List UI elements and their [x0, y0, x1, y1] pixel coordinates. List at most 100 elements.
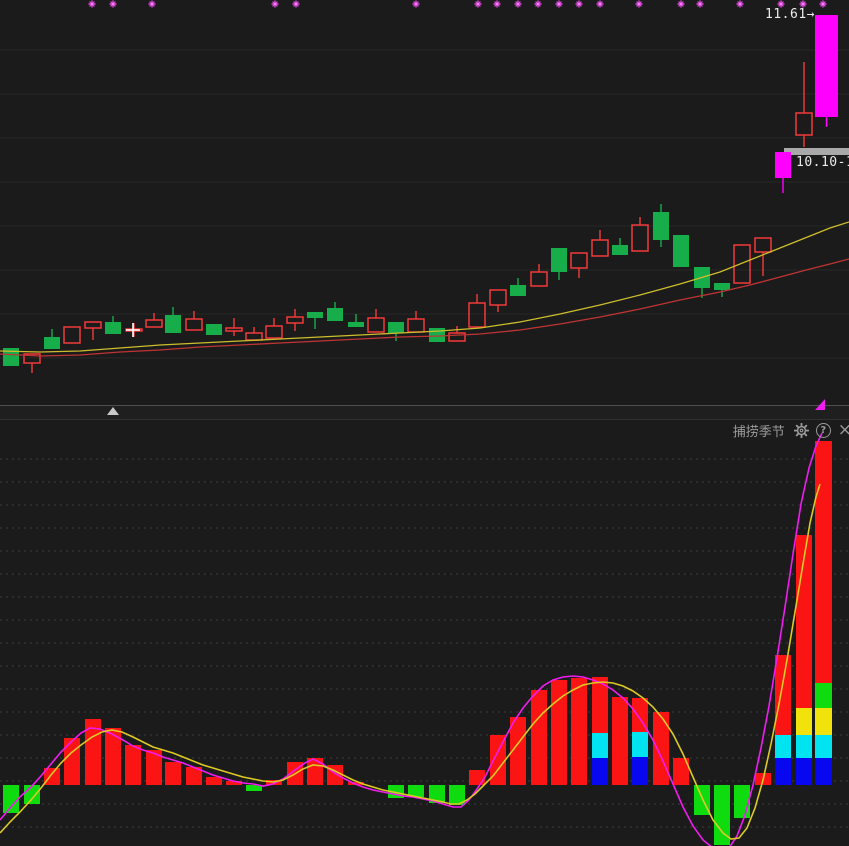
ma-fast-line — [0, 221, 849, 353]
indicator-bar-red — [510, 717, 526, 785]
indicator-bar-blue — [592, 758, 608, 785]
candle-up — [367, 317, 385, 333]
limit-up-star-core — [495, 2, 499, 6]
indicator-slow-line — [0, 483, 821, 840]
indicator-bar-red — [815, 441, 832, 683]
indicator-bar-blue — [815, 758, 832, 785]
limit-up-star-core — [90, 2, 94, 6]
panel-divider — [0, 405, 849, 419]
limit-up-star-core — [294, 2, 298, 6]
indicator-bar-green — [714, 785, 730, 845]
limit-up-star-core — [516, 2, 520, 6]
candle-up — [591, 239, 609, 257]
candle-up — [265, 325, 283, 339]
indicator-bar-green — [3, 785, 19, 813]
indicator-bar-red — [226, 781, 242, 785]
limit-up-star-core — [698, 2, 702, 6]
candle-down — [165, 315, 181, 333]
price-current-label: 10.10-10 — [796, 155, 849, 170]
candle-down — [551, 248, 567, 272]
close-icon[interactable]: × — [837, 419, 849, 440]
candle-up — [489, 289, 507, 306]
candle-down — [429, 328, 445, 342]
limit-up-star-core — [637, 2, 641, 6]
price-high-label: 11.61→ — [765, 7, 815, 22]
candle-down — [714, 283, 730, 290]
indicator-bar-green — [24, 785, 40, 804]
indicator-header: 捕捞季节 ? × — [733, 420, 849, 440]
limit-up-star-core — [476, 2, 480, 6]
indicator-bar-green — [246, 785, 262, 791]
candle-up — [468, 302, 486, 328]
settings-gear-icon[interactable] — [793, 422, 809, 438]
indicator-bar-green — [408, 785, 424, 797]
candle-up — [225, 327, 243, 332]
candle-down — [510, 285, 526, 296]
indicator-bar-red — [775, 655, 791, 735]
limit-up-star-core — [738, 2, 742, 6]
candle-up — [407, 318, 425, 333]
indicator-bar-red — [165, 762, 181, 785]
indicator-bar-red — [85, 719, 101, 785]
candle-down — [44, 337, 60, 349]
indicator-bar-green — [815, 683, 832, 708]
help-icon[interactable]: ? — [815, 422, 831, 438]
candle-down — [612, 245, 628, 255]
candle-up — [23, 353, 41, 364]
indicator-bar-red — [64, 738, 80, 785]
indicator-bar-red — [146, 750, 162, 785]
indicator-bar-red — [653, 712, 669, 785]
limit-up-star-core — [801, 2, 805, 6]
candle-limit-up — [775, 152, 791, 178]
candle-up — [185, 318, 203, 331]
indicator-bar-red — [531, 690, 547, 785]
limit-up-star-core — [536, 2, 540, 6]
candle-down — [388, 322, 404, 333]
candle-up — [84, 321, 102, 329]
indicator-bar-green — [734, 785, 750, 818]
candle-limit-up — [815, 15, 838, 117]
candle-down — [653, 212, 669, 240]
candle-up — [754, 237, 772, 253]
indicator-bar-blue — [796, 758, 812, 785]
candle-up — [286, 316, 304, 324]
indicator-bar-red — [612, 697, 628, 785]
limit-up-star-core — [679, 2, 683, 6]
indicator-bar-red — [44, 768, 60, 785]
peak-flag-icon — [815, 399, 825, 410]
candle-down — [105, 322, 121, 334]
indicator-bar-blue — [632, 757, 648, 785]
indicator-bar-red — [673, 758, 689, 785]
indicator-bar-yellow — [815, 708, 832, 735]
price-marker-bar — [784, 148, 849, 155]
candle-down — [327, 308, 343, 321]
candle-up — [245, 332, 263, 341]
indicator-bar-blue — [775, 758, 791, 785]
candle-down — [3, 348, 19, 366]
indicator-bar-red — [206, 777, 222, 785]
indicator-bar-red — [125, 745, 141, 785]
candle-down — [673, 235, 689, 267]
indicator-bar-red — [469, 770, 485, 785]
indicator-bar-red — [490, 735, 506, 785]
candle-up — [530, 271, 548, 287]
candle-up — [448, 332, 466, 342]
indicator-title: 捕捞季节 — [732, 424, 785, 440]
candle-down — [206, 324, 222, 335]
limit-up-star-core — [577, 2, 581, 6]
limit-up-star-core — [273, 2, 277, 6]
indicator-bar-red — [551, 680, 567, 785]
indicator-bar-red — [105, 728, 121, 785]
indicator-bar-cyan — [775, 735, 791, 758]
limit-up-star-core — [598, 2, 602, 6]
ma-slow-line — [0, 258, 849, 357]
limit-up-star-core — [150, 2, 154, 6]
indicator-bar-cyan — [815, 735, 832, 758]
candle-up — [631, 224, 649, 252]
limit-up-star-core — [414, 2, 418, 6]
collapse-triangle-icon[interactable] — [107, 407, 119, 415]
indicator-bar-green — [429, 785, 445, 803]
indicator-bar-red — [592, 677, 608, 733]
